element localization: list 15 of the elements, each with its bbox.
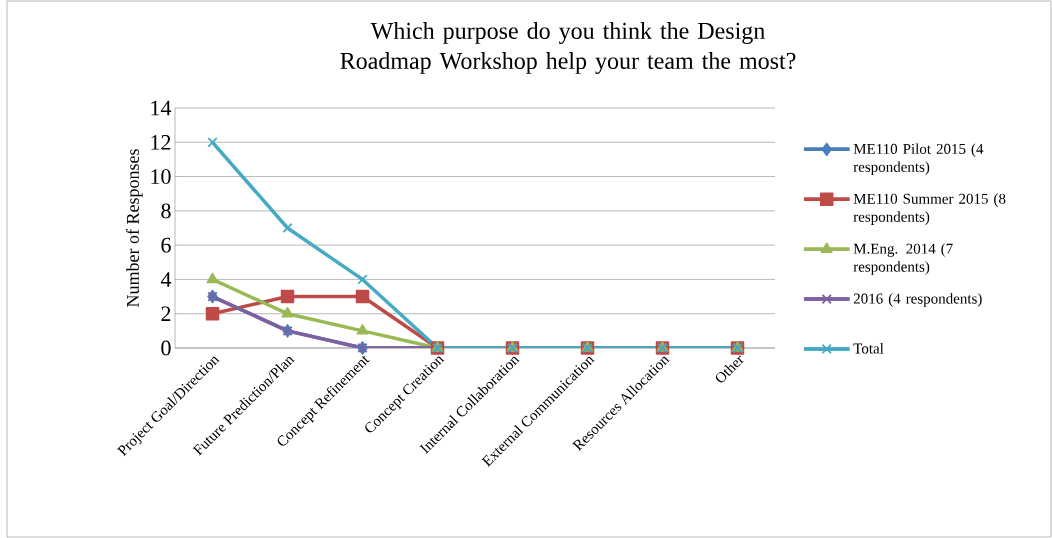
y-axis-title: Number of Responses xyxy=(126,149,143,307)
y-tick-label: 12 xyxy=(151,134,171,150)
chart-title: Which purpose do you think the Design Roadmap Workshop help your team the most? xyxy=(340,22,796,74)
y-tick-label: 4 xyxy=(160,272,172,287)
y-tick-label: 2 xyxy=(161,306,171,321)
legend-label: ME110 Summer 2015 (8 respondents) xyxy=(853,193,1006,225)
legend-label: M.Eng. 2014 (7 respondents) xyxy=(853,243,953,275)
legend-label: Total xyxy=(853,343,884,354)
y-tick-label: 14 xyxy=(151,100,172,116)
y-tick-label: 0 xyxy=(161,340,171,356)
y-tick-label: 8 xyxy=(161,203,171,219)
legend-label: 2016 (4 respondents) xyxy=(853,293,982,307)
y-tick-label: 6 xyxy=(161,237,171,253)
y-tick-label: 10 xyxy=(151,169,171,184)
legend-label: ME110 Pilot 2015 (4 respondents) xyxy=(853,143,984,175)
